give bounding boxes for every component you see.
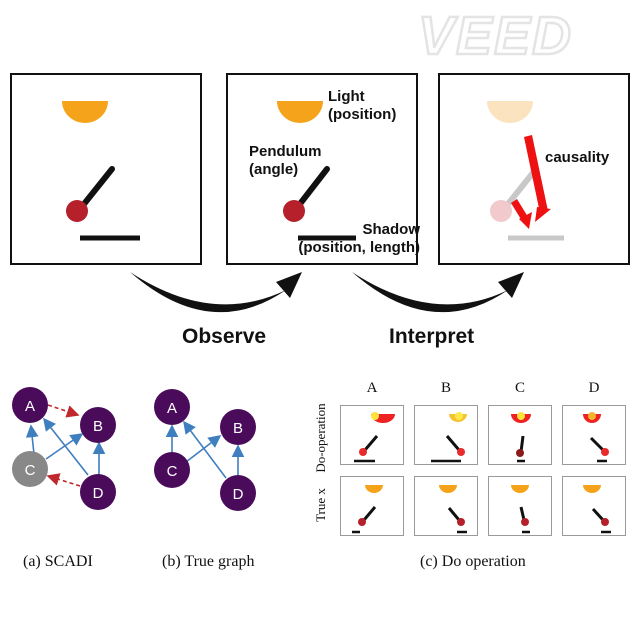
labeled-panel xyxy=(226,73,418,265)
node-b: B xyxy=(220,409,256,445)
faded-light-icon xyxy=(487,101,533,123)
edge-d-to-c xyxy=(46,473,81,487)
true-graph: A B C D xyxy=(154,389,256,511)
veed-watermark: VEED xyxy=(417,8,573,60)
scadi-graph: A B C D xyxy=(12,387,116,510)
causality-panel xyxy=(438,73,630,265)
node-a: A xyxy=(12,387,48,423)
edge-d-to-a xyxy=(43,417,89,476)
do-cell-c xyxy=(488,405,552,465)
true-cell-a xyxy=(340,476,404,536)
edge-c-to-b xyxy=(185,435,222,463)
do-cell-b xyxy=(414,405,478,465)
svg-text:B: B xyxy=(233,420,243,437)
edge-d-to-a xyxy=(183,420,227,479)
light-label: Light (position) xyxy=(328,88,397,123)
edge-c-to-a xyxy=(25,424,39,455)
row-label-true-x: True x xyxy=(313,488,328,522)
faded-pendulum-rod xyxy=(501,166,539,212)
light-icon xyxy=(277,101,323,123)
interpret-label: Interpret xyxy=(389,325,475,348)
interpret-arrow xyxy=(352,272,524,313)
pendulum-label: Pendulum (angle) xyxy=(249,143,322,178)
column-label-c: C xyxy=(514,380,525,396)
true-cell-b xyxy=(414,476,478,536)
causality-arrow-pendulum-to-shadow xyxy=(511,199,532,229)
true-cell-d xyxy=(562,476,626,536)
node-d: D xyxy=(220,475,256,511)
true-cell-c xyxy=(488,476,552,536)
observe-label: Observe xyxy=(182,325,267,348)
svg-text:A: A xyxy=(25,398,35,415)
pendulum-rod xyxy=(77,166,115,212)
svg-text:C: C xyxy=(167,463,178,480)
node-c: C xyxy=(12,451,48,487)
pendulum-ball xyxy=(66,200,88,222)
edge-c-to-b xyxy=(45,433,84,460)
faded-pendulum-ball xyxy=(490,200,512,222)
edge-a-to-b xyxy=(47,404,80,418)
shadow-label: Shadow (position, length) xyxy=(298,221,420,256)
column-label-d: D xyxy=(588,380,600,396)
column-label-b: B xyxy=(440,380,451,396)
node-c: C xyxy=(154,452,190,488)
row-label-do-operation: Do-operation xyxy=(313,403,328,473)
pendulum-rod xyxy=(293,166,330,212)
node-d: D xyxy=(80,474,116,510)
do-cell-a xyxy=(340,405,404,465)
causality-label: causality xyxy=(545,149,610,166)
do-cell-d xyxy=(562,405,626,465)
watermark-text: VEED xyxy=(418,8,573,60)
svg-text:D: D xyxy=(93,485,104,502)
pendulum-ball xyxy=(283,200,305,222)
svg-text:B: B xyxy=(93,418,103,435)
svg-text:C: C xyxy=(25,462,36,479)
caption-scadi: (a) SCADI xyxy=(23,553,93,570)
observe-arrow xyxy=(130,272,302,313)
light-icon xyxy=(62,101,108,123)
caption-do-operation: (c) Do operation xyxy=(420,553,526,570)
caption-true-graph: (b) True graph xyxy=(162,553,255,570)
node-a: A xyxy=(154,389,190,425)
causality-arrow-light-to-shadow xyxy=(524,135,551,222)
node-b: B xyxy=(80,407,116,443)
svg-text:D: D xyxy=(233,486,244,503)
observe-panel xyxy=(10,73,202,265)
column-label-a: A xyxy=(366,380,378,396)
svg-text:A: A xyxy=(167,400,177,417)
